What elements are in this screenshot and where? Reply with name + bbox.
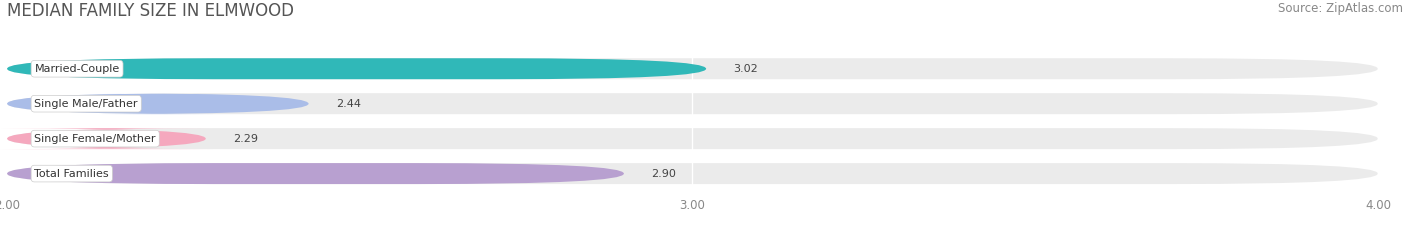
Text: Married-Couple: Married-Couple [34,64,120,74]
Text: 2.90: 2.90 [651,169,676,178]
Text: Single Female/Mother: Single Female/Mother [34,134,156,144]
FancyBboxPatch shape [7,58,1378,79]
Text: Total Families: Total Families [34,169,110,178]
FancyBboxPatch shape [7,128,1378,149]
FancyBboxPatch shape [7,93,308,114]
FancyBboxPatch shape [7,163,624,184]
Text: Source: ZipAtlas.com: Source: ZipAtlas.com [1278,2,1403,15]
Text: 3.02: 3.02 [734,64,758,74]
Text: MEDIAN FAMILY SIZE IN ELMWOOD: MEDIAN FAMILY SIZE IN ELMWOOD [7,2,294,20]
FancyBboxPatch shape [0,128,212,149]
Text: Single Male/Father: Single Male/Father [34,99,138,109]
Text: 2.29: 2.29 [233,134,259,144]
Text: 2.44: 2.44 [336,99,361,109]
FancyBboxPatch shape [7,93,1378,114]
FancyBboxPatch shape [7,58,706,79]
FancyBboxPatch shape [7,163,1378,184]
